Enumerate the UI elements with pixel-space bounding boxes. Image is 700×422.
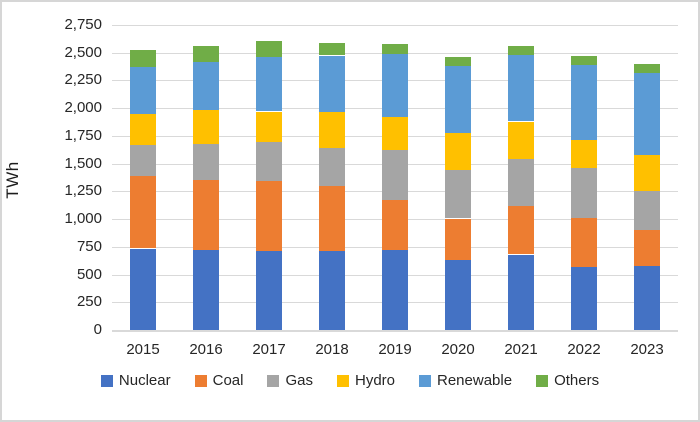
- bar-segment-2020-gas: [445, 169, 471, 219]
- x-tick-label: 2019: [378, 341, 412, 358]
- bar-segment-2020-coal: [445, 218, 471, 260]
- bar-segment-2023-renewable: [634, 73, 660, 156]
- bar-segment-2017-others: [256, 40, 282, 58]
- gridline: [112, 25, 678, 26]
- bar-segment-2016-hydro: [193, 109, 219, 145]
- bar-segment-2017-gas: [256, 142, 282, 182]
- bar-segment-2019-renewable: [382, 53, 408, 117]
- bar-segment-2019-nuclear: [382, 250, 408, 330]
- x-axis-line: [112, 330, 678, 332]
- bar-segment-2021-gas: [508, 158, 534, 207]
- legend-item-nuclear: Nuclear: [100, 372, 171, 390]
- y-tick-label: 1,750: [64, 127, 102, 144]
- bar-segment-2018-gas: [319, 147, 345, 187]
- bar-segment-2021-others: [508, 45, 534, 55]
- bar-segment-2020-nuclear: [445, 259, 471, 330]
- y-tick-label: 2,500: [64, 44, 102, 61]
- bar-segment-2022-others: [571, 55, 597, 65]
- x-tick-label: 2015: [126, 341, 160, 358]
- y-tick-label: 250: [76, 293, 102, 310]
- x-tick-label: 2020: [441, 341, 475, 358]
- bar-segment-2017-coal: [256, 181, 282, 251]
- bar-segment-2022-hydro: [571, 139, 597, 169]
- bar-segment-2015-renewable: [130, 66, 156, 114]
- bar-segment-2019-hydro: [382, 117, 408, 151]
- bar-segment-2015-coal: [130, 176, 156, 249]
- legend-swatch-icon-others: [536, 375, 549, 387]
- bar-segment-2022-coal: [571, 218, 597, 268]
- bar-segment-2015-nuclear: [130, 248, 156, 330]
- legend-swatch-icon-renewable: [419, 375, 431, 387]
- legend-item-hydro: Hydro: [336, 372, 395, 390]
- bar-segment-2023-coal: [634, 230, 660, 267]
- bar-segment-2016-others: [193, 45, 219, 63]
- bar-segment-2021-hydro: [508, 121, 534, 159]
- legend-label: Hydro: [354, 372, 395, 389]
- y-tick-label: 2,000: [64, 99, 102, 116]
- x-tick-label: 2018: [315, 341, 349, 358]
- bar-segment-2018-nuclear: [319, 251, 345, 330]
- x-tick-label: 2021: [504, 341, 538, 358]
- legend-swatch-icon-coal: [194, 375, 207, 387]
- x-tick-label: 2022: [567, 341, 601, 358]
- legend-label: Others: [554, 372, 600, 389]
- bar-segment-2022-gas: [571, 168, 597, 218]
- legend-item-renewable: Renewable: [419, 372, 512, 390]
- bar-segment-2017-renewable: [256, 57, 282, 112]
- bar-segment-2023-hydro: [634, 155, 660, 192]
- bar-segment-2019-others: [382, 43, 408, 54]
- y-tick-label: 2,750: [64, 16, 102, 33]
- y-tick-label: 500: [76, 266, 102, 283]
- bar-segment-2019-coal: [382, 200, 408, 251]
- bar-segment-2018-coal: [319, 186, 345, 252]
- bar-segment-2016-nuclear: [193, 250, 219, 330]
- bar-segment-2015-others: [130, 50, 156, 67]
- bar-segment-2016-coal: [193, 179, 219, 251]
- y-tick-label: 1,250: [64, 182, 102, 199]
- legend-item-gas: Gas: [267, 372, 313, 390]
- legend-label: Gas: [285, 372, 313, 389]
- bar-segment-2020-hydro: [445, 132, 471, 170]
- bar-segment-2023-gas: [634, 191, 660, 231]
- bar-segment-2019-gas: [382, 150, 408, 201]
- bar-segment-2016-gas: [193, 144, 219, 180]
- y-tick-label: 750: [76, 238, 102, 255]
- bar-segment-2018-others: [319, 42, 345, 56]
- legend-label: Nuclear: [118, 372, 171, 389]
- bar-segment-2015-gas: [130, 145, 156, 177]
- y-tick-label: 2,250: [64, 71, 102, 88]
- bar-segment-2015-hydro: [130, 113, 156, 146]
- legend: Nuclear Coal Gas Hydro Renewable Others: [2, 372, 698, 390]
- bar-segment-2021-nuclear: [508, 254, 534, 330]
- bar-segment-2017-hydro: [256, 111, 282, 142]
- legend-swatch-icon-gas: [267, 375, 280, 387]
- y-tick-label: 1,500: [64, 155, 102, 172]
- legend-item-coal: Coal: [194, 372, 244, 390]
- bar-segment-2018-hydro: [319, 112, 345, 148]
- bar-segment-2022-nuclear: [571, 267, 597, 330]
- bar-segment-2021-coal: [508, 206, 534, 255]
- legend-swatch-icon-hydro: [336, 375, 349, 387]
- legend-label: Renewable: [437, 372, 513, 389]
- bar-segment-2018-renewable: [319, 55, 345, 113]
- x-tick-label: 2017: [252, 341, 286, 358]
- bar-segment-2023-others: [634, 63, 660, 74]
- bar-segment-2020-renewable: [445, 66, 471, 133]
- bar-segment-2017-nuclear: [256, 250, 282, 330]
- x-tick-label: 2023: [630, 341, 664, 358]
- bar-segment-2021-renewable: [508, 54, 534, 122]
- bar-segment-2016-renewable: [193, 62, 219, 110]
- legend-swatch-icon-nuclear: [100, 375, 113, 387]
- x-tick-label: 2016: [189, 341, 223, 358]
- bar-segment-2023-nuclear: [634, 266, 660, 330]
- bar-segment-2020-others: [445, 57, 471, 67]
- y-tick-label: 1,000: [64, 210, 102, 227]
- legend-label: Coal: [212, 372, 244, 389]
- legend-item-others: Others: [536, 372, 599, 390]
- y-tick-label: 0: [93, 321, 102, 338]
- bar-segment-2022-renewable: [571, 64, 597, 140]
